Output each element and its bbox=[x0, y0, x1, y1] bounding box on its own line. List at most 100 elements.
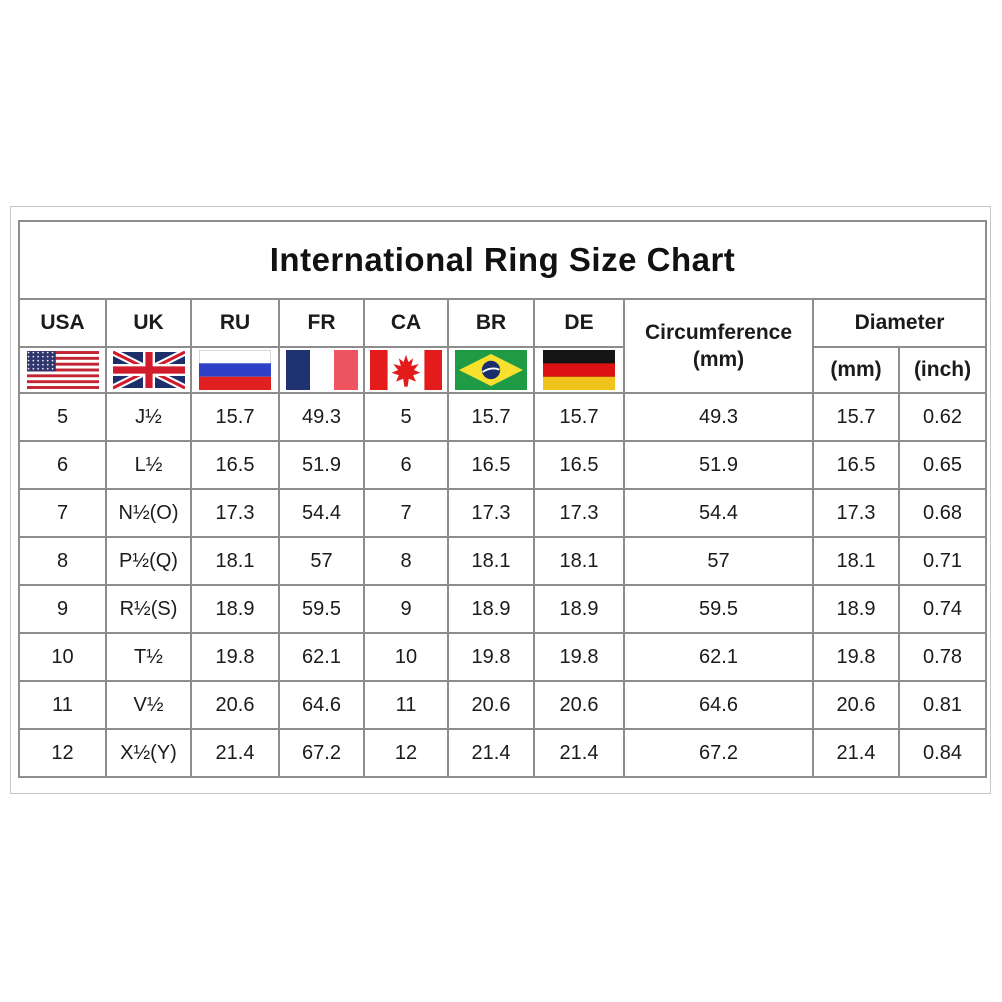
size-cell: 20.6 bbox=[533, 680, 625, 730]
size-cell: 57 bbox=[278, 536, 365, 586]
size-cell: 21.4 bbox=[190, 728, 280, 778]
col-header-diameter-inch: (inch) bbox=[897, 346, 988, 394]
size-cell: 12 bbox=[363, 728, 449, 778]
usa-flag-icon bbox=[26, 351, 99, 389]
size-cell: 62.1 bbox=[278, 632, 365, 682]
size-cell: 0.81 bbox=[897, 680, 988, 730]
size-cell: 9 bbox=[363, 584, 449, 634]
size-cell: 0.68 bbox=[897, 488, 988, 538]
size-cell: 11 bbox=[18, 680, 107, 730]
size-cell: 54.4 bbox=[623, 488, 814, 538]
size-cell: 18.9 bbox=[533, 584, 625, 634]
size-cell: 7 bbox=[363, 488, 449, 538]
size-cell: T½ bbox=[105, 632, 192, 682]
size-cell: 9 bbox=[18, 584, 107, 634]
size-cell: 49.3 bbox=[623, 392, 814, 442]
germany-flag-cell bbox=[533, 346, 625, 394]
size-cell: 0.62 bbox=[897, 392, 988, 442]
size-cell: 7 bbox=[18, 488, 107, 538]
size-row: 11 V½ 20.6 64.6 11 20.6 20.6 64.6 20.6 0.81 bbox=[18, 680, 988, 730]
size-cell: R½(S) bbox=[105, 584, 192, 634]
size-cell: 62.1 bbox=[623, 632, 814, 682]
size-cell: J½ bbox=[105, 392, 192, 442]
size-cell: 20.6 bbox=[812, 680, 900, 730]
size-cell: 0.74 bbox=[897, 584, 988, 634]
circumference-unit: (mm) bbox=[692, 348, 745, 371]
size-cell: 15.7 bbox=[447, 392, 535, 442]
size-cell: 18.1 bbox=[533, 536, 625, 586]
size-cell: 19.8 bbox=[447, 632, 535, 682]
size-cell: 0.78 bbox=[897, 632, 988, 682]
size-cell: 11 bbox=[363, 680, 449, 730]
france-flag-icon bbox=[285, 350, 358, 390]
canada-flag-icon bbox=[370, 350, 442, 390]
size-row: 8 P½(Q) 18.1 57 8 18.1 18.1 57 18.1 0.71 bbox=[18, 536, 988, 586]
size-cell: 15.7 bbox=[812, 392, 900, 442]
uk-flag-icon bbox=[112, 350, 185, 390]
size-cell: 64.6 bbox=[623, 680, 814, 730]
russia-flag-cell bbox=[190, 346, 280, 394]
size-cell: 18.9 bbox=[447, 584, 535, 634]
size-cell: 16.5 bbox=[190, 440, 280, 490]
canada-flag-cell bbox=[363, 346, 449, 394]
size-cell: 59.5 bbox=[623, 584, 814, 634]
size-cell: V½ bbox=[105, 680, 192, 730]
col-header-diameter: Diameter bbox=[811, 298, 988, 348]
size-row: 12 X½(Y) 21.4 67.2 12 21.4 21.4 67.2 21.4 0.84 bbox=[18, 728, 988, 778]
size-cell: 49.3 bbox=[278, 392, 365, 442]
france-flag-cell bbox=[278, 346, 365, 394]
size-cell: 17.3 bbox=[812, 488, 900, 538]
col-header-diameter-mm: (mm) bbox=[812, 346, 900, 394]
size-cell: 57 bbox=[623, 536, 814, 586]
size-cell: 67.2 bbox=[278, 728, 365, 778]
russia-flag-icon bbox=[199, 350, 271, 390]
uk-flag-cell bbox=[105, 346, 192, 394]
size-cell: L½ bbox=[105, 440, 192, 490]
brazil-flag-icon bbox=[455, 350, 527, 390]
size-cell: 51.9 bbox=[278, 440, 365, 490]
ring-size-table: International Ring Size Chart USA UK RU … bbox=[17, 220, 988, 778]
size-cell: 15.7 bbox=[533, 392, 625, 442]
title-row: International Ring Size Chart bbox=[17, 220, 988, 300]
size-cell: 0.71 bbox=[897, 536, 988, 586]
size-cell: 21.4 bbox=[447, 728, 535, 778]
brazil-flag-cell bbox=[447, 346, 535, 394]
size-cell: 21.4 bbox=[533, 728, 625, 778]
flag-row: (mm) (inch) bbox=[18, 346, 988, 394]
size-cell: 16.5 bbox=[533, 440, 625, 490]
size-row: 5 J½ 15.7 49.3 5 15.7 15.7 49.3 15.7 0.62 bbox=[18, 392, 988, 442]
col-header-usa: USA bbox=[18, 298, 107, 348]
size-cell: 0.84 bbox=[897, 728, 988, 778]
size-cell: P½(Q) bbox=[105, 536, 192, 586]
size-row: 10 T½ 19.8 62.1 10 19.8 19.8 62.1 19.8 0.78 bbox=[18, 632, 988, 682]
size-cell: 8 bbox=[363, 536, 449, 586]
chart-frame: International Ring Size Chart USA UK RU … bbox=[10, 206, 991, 794]
col-header-de: DE bbox=[533, 298, 625, 348]
chart-title: International Ring Size Chart bbox=[17, 220, 988, 300]
size-cell: 19.8 bbox=[812, 632, 900, 682]
size-cell: 16.5 bbox=[447, 440, 535, 490]
size-row: 9 R½(S) 18.9 59.5 9 18.9 18.9 59.5 18.9 0.74 bbox=[18, 584, 988, 634]
size-cell: 6 bbox=[18, 440, 107, 490]
size-cell: 20.6 bbox=[190, 680, 280, 730]
size-cell: 19.8 bbox=[190, 632, 280, 682]
col-header-circumference: Circumference (mm) bbox=[623, 298, 814, 394]
size-cell: 20.6 bbox=[447, 680, 535, 730]
size-cell: 17.3 bbox=[533, 488, 625, 538]
size-cell: 51.9 bbox=[623, 440, 814, 490]
size-cell: 19.8 bbox=[533, 632, 625, 682]
size-cell: 15.7 bbox=[190, 392, 280, 442]
size-table-body: 5 J½ 15.7 49.3 5 15.7 15.7 49.3 15.7 0.62 6 L½ 16.5 5… bbox=[18, 392, 988, 778]
size-cell: 18.1 bbox=[190, 536, 280, 586]
size-cell: 12 bbox=[18, 728, 107, 778]
size-cell: 10 bbox=[18, 632, 107, 682]
circumference-label: Circumference bbox=[644, 320, 793, 344]
size-cell: 5 bbox=[363, 392, 449, 442]
size-cell: 64.6 bbox=[278, 680, 365, 730]
size-cell: 18.1 bbox=[812, 536, 900, 586]
country-header-row: USA UK RU FR CA BR DE Circumference (mm)… bbox=[18, 298, 988, 394]
col-header-ru: RU bbox=[190, 298, 280, 348]
size-cell: 54.4 bbox=[278, 488, 365, 538]
size-cell: 0.65 bbox=[897, 440, 988, 490]
